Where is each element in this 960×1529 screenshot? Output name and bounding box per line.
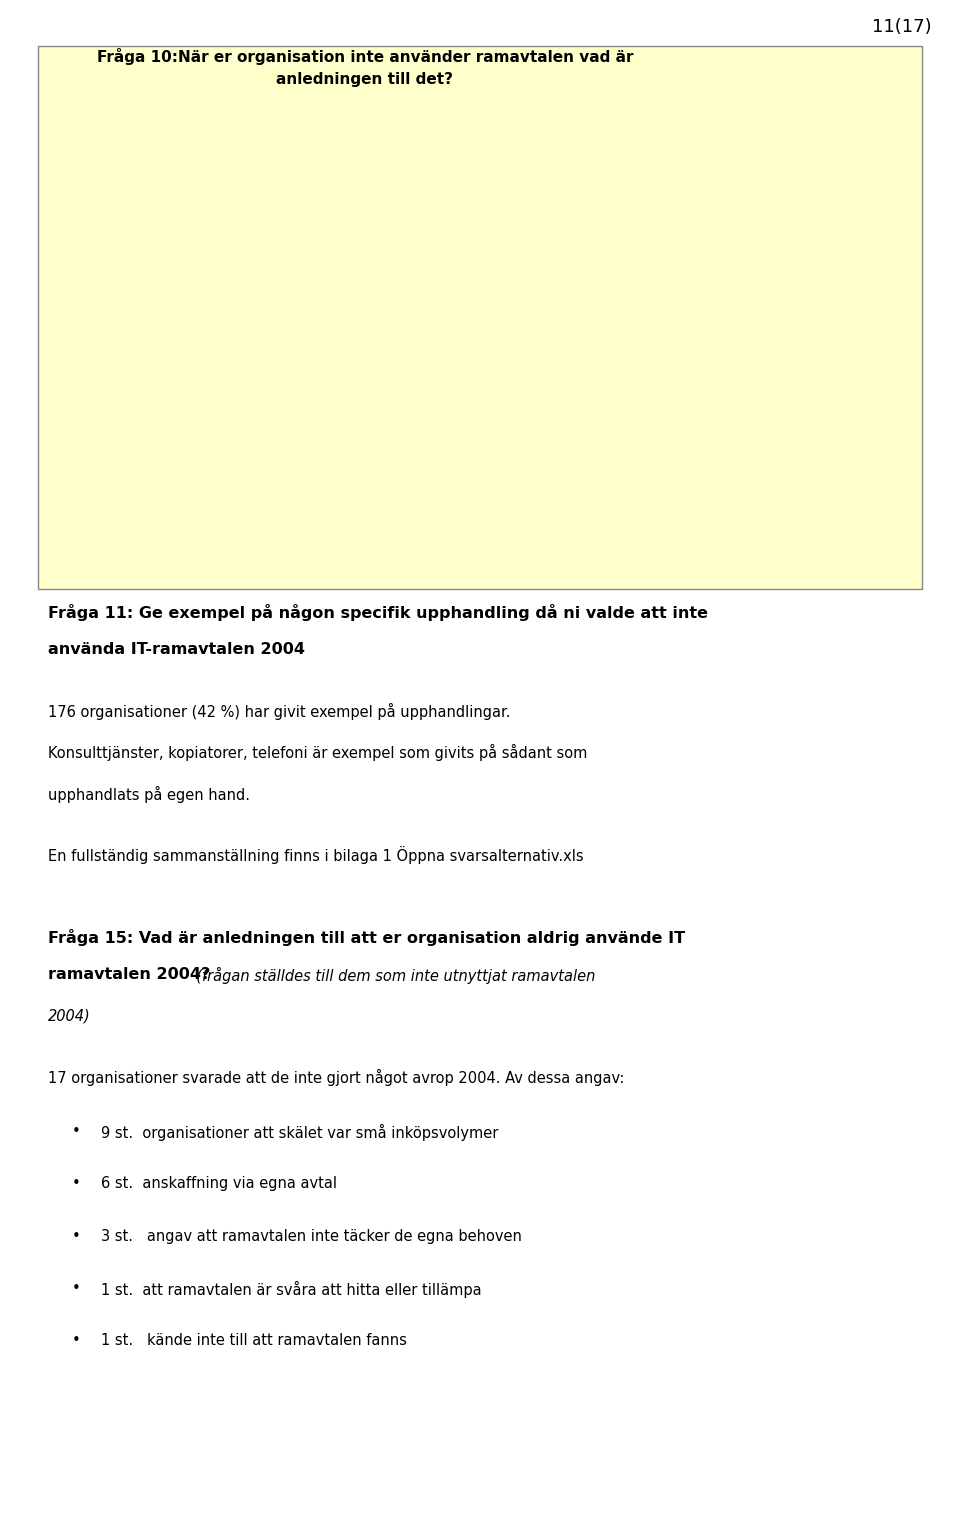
- Bar: [312, 518, 325, 523]
- Text: 176 organisationer (42 %) har givit exempel på upphandlingar.: 176 organisationer (42 %) har givit exem…: [48, 703, 511, 720]
- Text: ramavtalen 2004?: ramavtalen 2004?: [48, 968, 210, 982]
- Text: 1 st.   kände inte till att ramavtalen fanns: 1 st. kände inte till att ramavtalen fan…: [101, 1333, 407, 1349]
- Text: •: •: [72, 1124, 81, 1139]
- Legend: Myndigheter, Högskolor/Universitet, Kommuner, Landsting, Totalt: Myndigheter, Högskolor/Universitet, Komm…: [722, 89, 890, 197]
- Text: •: •: [72, 1333, 81, 1349]
- Text: 1 st.  att ramavtalen är svåra att hitta eller tillämpa: 1 st. att ramavtalen är svåra att hitta …: [101, 1281, 481, 1298]
- Bar: [256, 242, 270, 523]
- Text: 6 st.  anskaffning via egna avtal: 6 st. anskaffning via egna avtal: [101, 1176, 337, 1191]
- Bar: [640, 474, 654, 523]
- Text: Fråga 10:När er organisation inte använder ramavtalen vad är: Fråga 10:När er organisation inte använd…: [97, 47, 633, 66]
- Text: Fråga 11: Ge exempel på någon specifik upphandling då ni valde att inte: Fråga 11: Ge exempel på någon specifik u…: [48, 604, 708, 621]
- Bar: [147, 242, 160, 523]
- Bar: [325, 489, 339, 523]
- Bar: [504, 498, 517, 523]
- Y-axis label: %: %: [61, 298, 76, 312]
- Bar: [613, 489, 627, 523]
- Text: 9 st.  organisationer att skälet var små inköpsvolymer: 9 st. organisationer att skälet var små …: [101, 1124, 498, 1141]
- Bar: [366, 489, 379, 523]
- Bar: [120, 150, 133, 523]
- Bar: [160, 281, 174, 523]
- Text: Fråga 15: Vad är anledningen till att er organisation aldrig använde IT: Fråga 15: Vad är anledningen till att er…: [48, 928, 685, 946]
- Text: (frågan ställdes till dem som inte utnyttjat ramavtalen: (frågan ställdes till dem som inte utnyt…: [187, 968, 595, 985]
- Bar: [435, 353, 448, 523]
- Text: 17 organisationer svarade att de inte gjort något avrop 2004. Av dessa angav:: 17 organisationer svarade att de inte gj…: [48, 1069, 624, 1086]
- Bar: [408, 275, 421, 523]
- Bar: [270, 353, 283, 523]
- Bar: [243, 320, 256, 523]
- Bar: [654, 489, 667, 523]
- Bar: [544, 485, 558, 523]
- Bar: [531, 489, 544, 523]
- Bar: [421, 199, 435, 523]
- Bar: [352, 320, 366, 523]
- Text: 3 st.   angav att ramavtalen inte täcker de egna behoven: 3 st. angav att ramavtalen inte täcker d…: [101, 1229, 521, 1243]
- Text: •: •: [72, 1229, 81, 1243]
- Text: •: •: [72, 1176, 81, 1191]
- Text: •: •: [72, 1281, 81, 1297]
- Text: 11(17): 11(17): [872, 18, 931, 37]
- Text: använda IT-ramavtalen 2004: använda IT-ramavtalen 2004: [48, 642, 305, 657]
- Bar: [216, 431, 229, 523]
- Bar: [600, 474, 613, 523]
- Text: Konsulttjänster, kopiatorer, telefoni är exempel som givits på sådant som: Konsulttjänster, kopiatorer, telefoni är…: [48, 745, 588, 761]
- Bar: [229, 170, 243, 523]
- X-axis label: Organisation: Organisation: [348, 572, 439, 584]
- Bar: [462, 310, 475, 523]
- Bar: [133, 329, 147, 523]
- Text: upphandlats på egen hand.: upphandlats på egen hand.: [48, 786, 250, 803]
- Bar: [627, 489, 640, 523]
- Bar: [517, 469, 531, 523]
- Bar: [448, 281, 462, 523]
- Text: anledningen till det?: anledningen till det?: [276, 72, 453, 87]
- Text: 2004): 2004): [48, 1009, 91, 1023]
- Bar: [558, 469, 571, 523]
- Text: En fullständig sammanställning finns i bilaga 1 Öppna svarsalternativ.xls: En fullständig sammanställning finns i b…: [48, 846, 584, 864]
- Bar: [174, 217, 187, 523]
